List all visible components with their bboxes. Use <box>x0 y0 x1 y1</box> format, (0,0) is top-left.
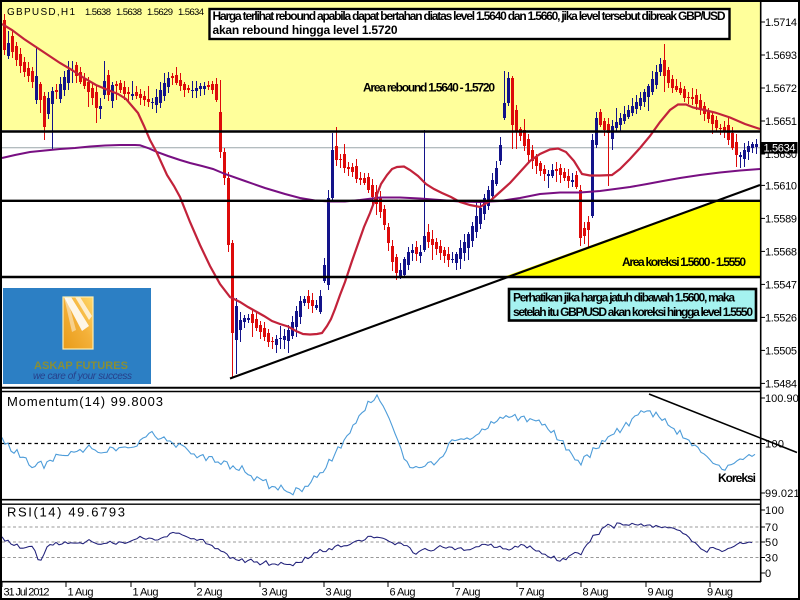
svg-text:1.5629: 1.5629 <box>147 7 173 18</box>
svg-text:2 Aug: 2 Aug <box>197 587 223 599</box>
svg-text:30: 30 <box>765 553 778 565</box>
svg-text:1 Aug: 1 Aug <box>133 587 159 599</box>
svg-text:1.5693: 1.5693 <box>765 50 797 62</box>
svg-text:akan rebound hingga level 1.57: akan rebound hingga level 1.5720 <box>213 23 398 37</box>
svg-text:Harga terlihat rebound apabila: Harga terlihat rebound apabila dapat ber… <box>213 9 726 23</box>
svg-text:setelah itu GBP/USD akan korek: setelah itu GBP/USD akan koreksi hingga … <box>513 305 753 319</box>
svg-text:7 Aug: 7 Aug <box>519 587 545 599</box>
svg-text:1.5547: 1.5547 <box>765 279 797 291</box>
svg-text:Perhatikan jika harga jatuh di: Perhatikan jika harga jatuh dibawah 1.56… <box>513 291 735 305</box>
svg-text:1.5638: 1.5638 <box>116 7 142 18</box>
svg-text:1.5484: 1.5484 <box>765 378 797 390</box>
svg-text:ASKAP FUTURES: ASKAP FUTURES <box>34 360 128 372</box>
svg-text:Momentum(14) 99.8003: Momentum(14) 99.8003 <box>7 394 163 409</box>
svg-text:we care of your success: we care of your success <box>33 371 132 382</box>
svg-text:6 Aug: 6 Aug <box>390 587 416 599</box>
svg-text:3 Aug: 3 Aug <box>326 587 352 599</box>
svg-text:50: 50 <box>765 537 778 549</box>
svg-text:100: 100 <box>765 505 784 517</box>
svg-text:1.5505: 1.5505 <box>765 345 797 357</box>
svg-text:99.0212: 99.0212 <box>765 488 800 500</box>
svg-text:Area koreksi 1.5600 - 1.5550: Area koreksi 1.5600 - 1.5550 <box>622 255 746 269</box>
svg-text:1.5634: 1.5634 <box>178 7 204 18</box>
svg-text:31 Jul 2012: 31 Jul 2012 <box>4 587 50 599</box>
svg-text:9 Aug: 9 Aug <box>648 587 674 599</box>
svg-text:0: 0 <box>765 568 771 580</box>
svg-text:1.5651: 1.5651 <box>765 116 797 128</box>
svg-text:GBPUSD,H1: GBPUSD,H1 <box>7 7 75 18</box>
svg-text:Koreksi: Koreksi <box>718 471 756 485</box>
svg-text:8 Aug: 8 Aug <box>583 587 609 599</box>
svg-text:100.9097: 100.9097 <box>765 393 800 405</box>
svg-text:1 Aug: 1 Aug <box>68 587 94 599</box>
svg-text:Area rebound 1.5640 - 1.5720: Area rebound 1.5640 - 1.5720 <box>363 81 495 95</box>
svg-text:1.5634: 1.5634 <box>764 143 796 155</box>
svg-text:1.5526: 1.5526 <box>765 312 797 324</box>
svg-text:1.5610: 1.5610 <box>765 180 797 192</box>
svg-text:7 Aug: 7 Aug <box>455 587 481 599</box>
svg-text:1.5589: 1.5589 <box>765 213 797 225</box>
svg-text:9 Aug: 9 Aug <box>707 587 733 599</box>
svg-text:100: 100 <box>765 439 784 451</box>
svg-text:1.5714: 1.5714 <box>765 17 797 29</box>
svg-text:RSI(14) 49.6793: RSI(14) 49.6793 <box>7 505 125 520</box>
svg-text:1.5638: 1.5638 <box>85 7 111 18</box>
svg-text:70: 70 <box>765 522 778 534</box>
svg-text:1.5568: 1.5568 <box>765 246 797 258</box>
svg-text:3 Aug: 3 Aug <box>262 587 288 599</box>
svg-text:1.5672: 1.5672 <box>765 83 797 95</box>
